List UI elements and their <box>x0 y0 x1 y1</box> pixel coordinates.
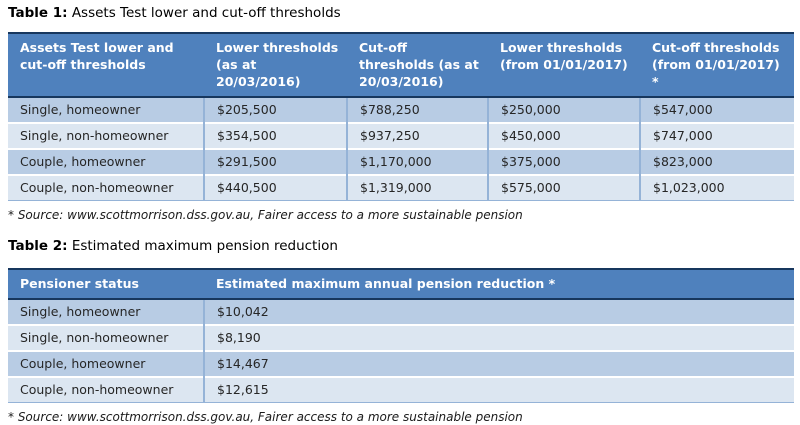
value-cell: $1,023,000 <box>639 174 794 201</box>
table-row-single-homeowner: Single, homeowner $10,042 <box>8 299 794 325</box>
table2-header-pensioner-status: Pensioner status <box>8 269 204 300</box>
table1-title: Table 1: Assets Test lower and cut-off t… <box>8 4 793 23</box>
value-cell: $440,500 <box>203 174 347 201</box>
value-cell: $937,250 <box>346 122 488 149</box>
value-cell: $1,319,000 <box>346 174 488 201</box>
value-cell: $12,615 <box>203 376 794 403</box>
table1-header-lower-2017: Lower thresholds (from 01/01/2017) <box>488 33 640 98</box>
table1-title-label: Table 1: <box>8 5 68 21</box>
table2-header-row: Pensioner status Estimated maximum annua… <box>8 269 794 300</box>
value-cell: $250,000 <box>487 97 640 123</box>
table1-header-cutoff-2016: Cut-off thresholds (as at 20/03/2016) <box>347 33 488 98</box>
table-row-couple-non-homeowner: Couple, non-homeowner $440,500 $1,319,00… <box>8 174 794 201</box>
table2-header-max-reduction: Estimated maximum annual pension reducti… <box>204 269 794 300</box>
row-label: Single, homeowner <box>8 299 204 325</box>
row-label: Single, non-homeowner <box>8 122 204 149</box>
table1-header-row: Assets Test lower and cut-off thresholds… <box>8 33 794 98</box>
table-row-couple-homeowner: Couple, homeowner $291,500 $1,170,000 $3… <box>8 148 794 175</box>
value-cell: $450,000 <box>487 122 640 149</box>
value-cell: $205,500 <box>203 97 347 123</box>
table-row-single-non-homeowner: Single, non-homeowner $8,190 <box>8 324 794 351</box>
row-label: Single, homeowner <box>8 97 204 123</box>
table1-source-note: * Source: www.scottmorrison.dss.gov.au, … <box>8 208 523 222</box>
table-row-couple-non-homeowner: Couple, non-homeowner $12,615 <box>8 376 794 403</box>
table1-assets-test-thresholds: Assets Test lower and cut-off thresholds… <box>8 32 794 201</box>
value-cell: $788,250 <box>346 97 488 123</box>
value-cell: $375,000 <box>487 148 640 175</box>
row-label: Couple, non-homeowner <box>8 174 204 201</box>
table2-title-label: Table 2: <box>8 238 68 254</box>
table1-header-lower-2016: Lower thresholds (as at 20/03/2016) <box>204 33 347 98</box>
table-row-single-homeowner: Single, homeowner $205,500 $788,250 $250… <box>8 97 794 123</box>
table-row-single-non-homeowner: Single, non-homeowner $354,500 $937,250 … <box>8 122 794 149</box>
table1-header-assets-test: Assets Test lower and cut-off thresholds <box>8 33 204 98</box>
value-cell: $14,467 <box>203 350 794 377</box>
value-cell: $823,000 <box>639 148 794 175</box>
value-cell: $575,000 <box>487 174 640 201</box>
value-cell: $1,170,000 <box>346 148 488 175</box>
table2-source-note: * Source: www.scottmorrison.dss.gov.au, … <box>8 410 523 424</box>
row-label: Single, non-homeowner <box>8 324 204 351</box>
value-cell: $547,000 <box>639 97 794 123</box>
row-label: Couple, non-homeowner <box>8 376 204 403</box>
value-cell: $747,000 <box>639 122 794 149</box>
value-cell: $10,042 <box>203 299 794 325</box>
table2-title-text: Estimated maximum pension reduction <box>67 238 338 254</box>
value-cell: $354,500 <box>203 122 347 149</box>
table1-header-cutoff-2017: Cut-off thresholds (from 01/01/2017) * <box>640 33 794 98</box>
table2-title: Table 2: Estimated maximum pension reduc… <box>8 237 793 256</box>
row-label: Couple, homeowner <box>8 350 204 377</box>
table-row-couple-homeowner: Couple, homeowner $14,467 <box>8 350 794 377</box>
value-cell: $8,190 <box>203 324 794 351</box>
row-label: Couple, homeowner <box>8 148 204 175</box>
table2-pension-reduction: Pensioner status Estimated maximum annua… <box>8 268 794 403</box>
value-cell: $291,500 <box>203 148 347 175</box>
table1-title-text: Assets Test lower and cut-off thresholds <box>67 5 341 21</box>
